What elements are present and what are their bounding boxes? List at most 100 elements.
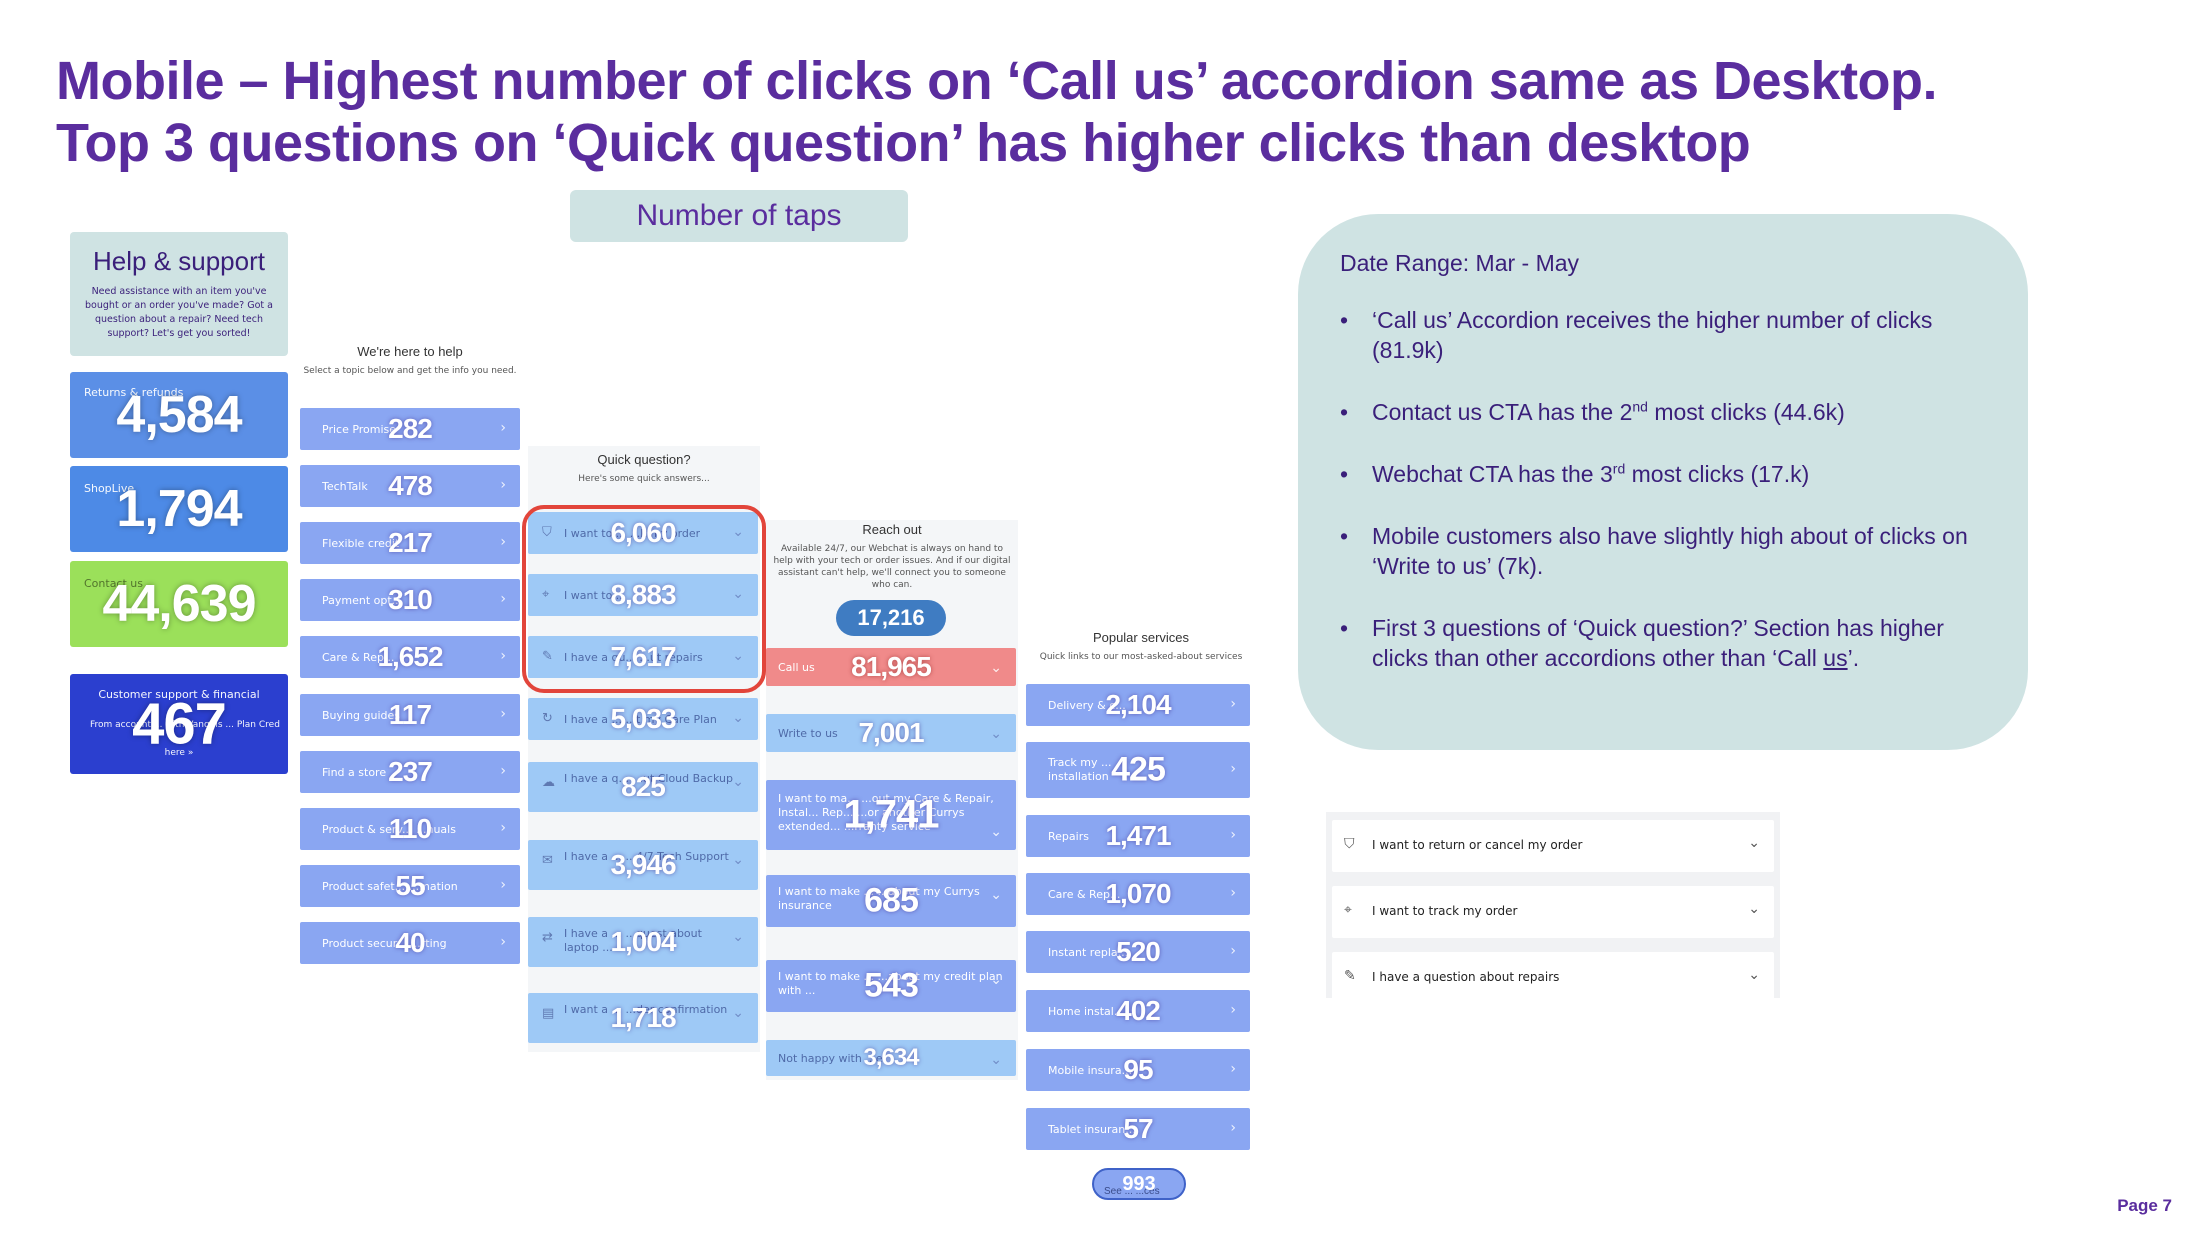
service-row-label: Delivery & c... <box>1048 699 1126 712</box>
insight-call-us: ‘Call us’ Accordion receives the higher … <box>1340 305 1986 365</box>
location-icon: ⌖ <box>542 587 550 602</box>
help-row-flexible-credit[interactable]: Flexible credit 217 › <box>300 522 520 564</box>
quick-question-row[interactable]: ⛉ I want to ... ...k my order 6,060 ⌄ <box>528 512 758 554</box>
quick-question-label: I have a ... ...4/7 Tech Support <box>564 850 729 863</box>
quick-question-taps: 8,883 <box>610 579 676 610</box>
contact-us-taps: 44,639 <box>102 575 256 633</box>
see-all-services-button[interactable]: See ... ...ces 993 <box>1092 1168 1186 1200</box>
customer-support-financial-more: here » <box>164 748 194 758</box>
reach-row-insurance[interactable]: I want to make ... ...about my Currys in… <box>766 875 1016 927</box>
help-row-label: Payment opt... <box>322 594 403 607</box>
insight-write-to-us: Mobile customers also have slightly high… <box>1340 521 1986 581</box>
help-row-taps: 237 <box>388 756 433 787</box>
service-row-tablet-insurance[interactable]: Tablet insuran... 57 › <box>1026 1108 1250 1150</box>
help-row-find-a-store[interactable]: Find a store 237 › <box>300 751 520 793</box>
help-row-payment-options[interactable]: Payment opt... 310 › <box>300 579 520 621</box>
reach-row-care-repair[interactable]: I want to ma... ...out my Care & Repair,… <box>766 780 1016 850</box>
reach-row-label: Call us <box>778 661 815 674</box>
quick-question-taps: 3,946 <box>610 849 676 880</box>
help-row-product-manuals[interactable]: Product & serv... ...nuals 110 › <box>300 808 520 850</box>
reach-row-credit-plan[interactable]: I want to make ... ...about my credit pl… <box>766 960 1016 1012</box>
chevron-right-icon: › <box>1230 1002 1236 1018</box>
help-row-taps: 40 <box>395 927 425 958</box>
returns-refunds-label: Returns & refunds <box>84 386 184 399</box>
service-row-taps: 1,070 <box>1105 878 1171 909</box>
service-row-taps: 1,471 <box>1105 820 1171 851</box>
quick-question-row[interactable]: ✎ I have a qu... ...ut repairs 7,617 ⌄ <box>528 636 758 678</box>
quick-question-taps: 6,060 <box>610 517 676 548</box>
help-row-price-promise[interactable]: Price Promise 282 › <box>300 408 520 450</box>
quick-question-taps: 825 <box>621 771 666 802</box>
quick-question-row[interactable]: ▤ I want a ... ...der confirmation 1,718 ⌄ <box>528 993 758 1043</box>
chevron-down-icon: ⌄ <box>732 648 744 664</box>
accordion-item-repairs[interactable]: ✎ I have a question about repairs ⌄ <box>1332 952 1774 1004</box>
service-row-care-repair[interactable]: Care & Rep... 1,070 › <box>1026 873 1250 915</box>
service-row-label: Track my ... installation <box>1048 756 1112 783</box>
service-row-instant-replacement[interactable]: Instant repla... 520 › <box>1026 931 1250 973</box>
help-row-label: Flexible credit <box>322 537 400 550</box>
chevron-right-icon: › <box>1230 943 1236 959</box>
quick-question-row[interactable]: ⇄ I have a ... ...quest about laptop ... 1… <box>528 917 758 967</box>
help-row-product-security[interactable]: Product secur... ...rting 40 › <box>300 922 520 964</box>
care-plan-icon: ↻ <box>542 711 553 726</box>
reach-row-call-us[interactable]: Call us 81,965 ⌄ <box>766 648 1016 686</box>
bag-icon: ⛉ <box>542 525 552 540</box>
chevron-right-icon: › <box>1230 1061 1236 1077</box>
quick-question-row[interactable]: ↻ I have a ... ...t my Care Plan 5,033 ⌄ <box>528 698 758 740</box>
webchat-button-taps[interactable]: 17,216 <box>836 600 946 636</box>
insight-quick-question: First 3 questions of ‘Quick question?’ S… <box>1340 613 1986 673</box>
insight-text: ’. <box>1847 645 1860 671</box>
help-row-taps: 1,652 <box>377 641 443 672</box>
chevron-right-icon: › <box>1230 761 1236 777</box>
help-row-product-safety[interactable]: Product safet... ...mation 55 › <box>300 865 520 907</box>
returns-refunds-card[interactable]: Returns & refunds 4,584 <box>70 372 288 458</box>
customer-support-financial-card[interactable]: Customer support & financial From accoun… <box>70 674 288 774</box>
reach-row-label: I want to ma... ...out my Care & Repair,… <box>778 792 994 833</box>
date-range: Date Range: Mar - May <box>1340 250 1580 276</box>
help-row-care-repair[interactable]: Care & Rep... 1,652 › <box>300 636 520 678</box>
cloud-icon: ☁ <box>542 775 555 790</box>
quick-question-row[interactable]: ☁ I have a q... ...ut Cloud Backup 825 ⌄ <box>528 762 758 812</box>
quick-question-label: I have a qu... ...ut repairs <box>564 651 703 664</box>
slide-title-line-2: Top 3 questions on ‘Quick question’ has … <box>56 113 1751 173</box>
chevron-down-icon: ⌄ <box>732 586 744 602</box>
reach-row-not-happy[interactable]: Not happy with ...e 3,634 ⌄ <box>766 1040 1016 1076</box>
accordion-item-track-order[interactable]: ⌖ I want to track my order ⌄ <box>1332 886 1774 938</box>
service-row-track-installation[interactable]: Track my ... installation 425 › <box>1026 742 1250 798</box>
here-to-help-subtitle: Select a topic below and get the info yo… <box>303 366 517 376</box>
help-row-label: Buying guides <box>322 709 401 722</box>
service-row-taps: 95 <box>1123 1054 1153 1085</box>
help-row-techtalk[interactable]: TechTalk 478 › <box>300 465 520 507</box>
service-row-mobile-insurance[interactable]: Mobile insura... 95 › <box>1026 1049 1250 1091</box>
chevron-down-icon: ⌄ <box>990 824 1002 840</box>
chevron-right-icon: › <box>500 648 506 664</box>
quick-question-header: Quick question? Here's some quick answer… <box>528 452 760 485</box>
shoplive-card[interactable]: ShopLive 1,794 <box>70 466 288 552</box>
quick-question-label: I have a ... ...t my Care Plan <box>564 713 717 726</box>
here-to-help-header: We're here to help Select a topic below … <box>300 344 520 377</box>
insights-list: ‘Call us’ Accordion receives the higher … <box>1340 305 1986 673</box>
accordion-item-label: I want to return or cancel my order <box>1372 838 1583 852</box>
help-row-label: Care & Rep... <box>322 651 395 664</box>
quick-question-row[interactable]: ⌖ I want to ... 8,883 ⌄ <box>528 574 758 616</box>
shoplive-label: ShopLive <box>84 482 135 495</box>
chevron-down-icon: ⌄ <box>1748 835 1760 851</box>
reach-row-label: I want to make ... ...about my credit pl… <box>778 970 1003 997</box>
accordion-item-return-cancel[interactable]: ⛉ I want to return or cancel my order ⌄ <box>1332 820 1774 872</box>
help-row-buying-guides[interactable]: Buying guides 117 › <box>300 694 520 736</box>
contact-us-card[interactable]: Contact us 44,639 <box>70 561 288 647</box>
quick-question-row[interactable]: ✉ I have a ... ...4/7 Tech Support 3,946 ⌄ <box>528 840 758 890</box>
service-row-home-installation[interactable]: Home instal... 402 › <box>1026 990 1250 1032</box>
wrench-icon: ✎ <box>542 649 553 664</box>
reach-out-description: Available 24/7, our Webchat is always on… <box>773 544 1011 590</box>
insight-text: Webchat CTA has the 3 <box>1372 461 1613 487</box>
insight-text: First 3 questions of ‘Quick question?’ S… <box>1372 615 1944 671</box>
chevron-right-icon: › <box>500 877 506 893</box>
service-row-delivery[interactable]: Delivery & c... 2,104 › <box>1026 684 1250 726</box>
here-to-help-title: We're here to help <box>357 344 463 359</box>
help-row-label: Price Promise <box>322 423 397 436</box>
service-row-repairs[interactable]: Repairs 1,471 › <box>1026 815 1250 857</box>
quick-question-label: I want a ... ...der confirmation <box>564 1003 728 1016</box>
contact-us-label: Contact us <box>84 577 143 590</box>
reach-row-write-to-us[interactable]: Write to us 7,001 ⌄ <box>766 714 1016 752</box>
